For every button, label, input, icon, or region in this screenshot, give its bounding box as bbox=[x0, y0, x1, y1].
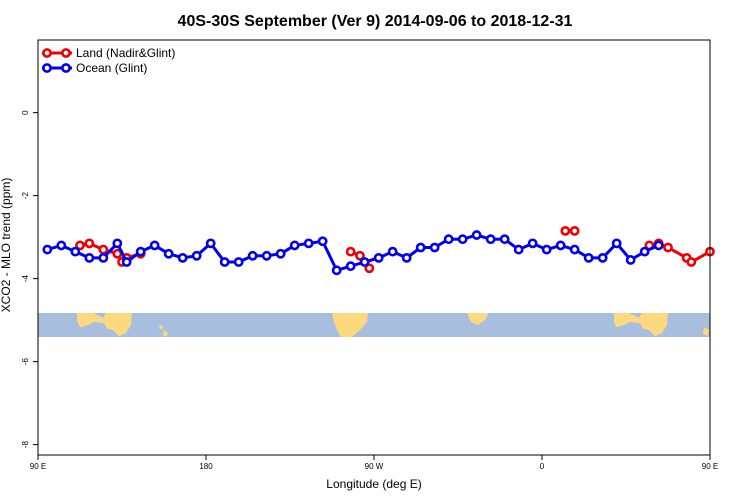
series-point bbox=[345, 261, 356, 272]
series-point bbox=[121, 257, 132, 267]
legend: Land (Nadir&Glint)Ocean (Glint) bbox=[42, 46, 175, 75]
series-point bbox=[261, 250, 272, 261]
plot-frame bbox=[37, 39, 711, 456]
series-point bbox=[583, 252, 594, 263]
x-tick-label: 90 W bbox=[365, 462, 384, 471]
x-tick-label: 90 E bbox=[702, 462, 718, 471]
series-point bbox=[415, 242, 426, 253]
x-tick-label: 90 E bbox=[30, 462, 46, 471]
x-tick-label: 180 bbox=[199, 462, 213, 471]
series-point bbox=[513, 244, 524, 255]
series-point bbox=[355, 250, 365, 261]
series-point bbox=[303, 238, 314, 249]
series-layer bbox=[42, 225, 715, 276]
series-point bbox=[686, 257, 697, 267]
legend-marker bbox=[42, 63, 52, 73]
series-point bbox=[331, 265, 342, 276]
series-point bbox=[289, 240, 300, 251]
series-point bbox=[275, 248, 286, 259]
land-africa bbox=[467, 313, 489, 325]
series-point bbox=[205, 238, 216, 249]
land-south-america bbox=[332, 313, 368, 337]
series-point bbox=[485, 234, 496, 245]
series-point bbox=[247, 250, 258, 261]
series-point bbox=[135, 246, 146, 257]
y-tick-label: -2 bbox=[21, 192, 30, 200]
series-point bbox=[84, 252, 95, 263]
series-point bbox=[364, 263, 375, 274]
legend-marker bbox=[61, 63, 71, 73]
series-point bbox=[177, 252, 188, 263]
series-point bbox=[653, 240, 664, 251]
land-australia bbox=[77, 313, 132, 336]
series-point bbox=[191, 250, 202, 261]
map-band bbox=[38, 313, 710, 337]
x-axis-label: Longitude (deg E) bbox=[326, 477, 421, 491]
chart-title: 40S-30S September (Ver 9) 2014-09-06 to … bbox=[178, 13, 573, 30]
series-point bbox=[75, 240, 85, 251]
series-point bbox=[149, 240, 160, 251]
series-point bbox=[70, 246, 81, 257]
series-point bbox=[98, 252, 109, 263]
series-point bbox=[345, 246, 356, 257]
series-point bbox=[597, 252, 608, 263]
series-point bbox=[569, 244, 580, 255]
series-point bbox=[317, 236, 328, 247]
legend-marker bbox=[42, 48, 52, 58]
series-point bbox=[457, 234, 468, 245]
series-point bbox=[42, 244, 53, 255]
y-tick-label: 0 bbox=[21, 110, 30, 115]
x-tick-label: 0 bbox=[540, 462, 545, 471]
series-point bbox=[233, 257, 244, 267]
legend-label: Land (Nadir&Glint) bbox=[76, 46, 175, 60]
ocean-band bbox=[38, 313, 710, 337]
land-australia-repeat bbox=[614, 313, 668, 336]
y-tick-label: -6 bbox=[21, 358, 30, 366]
series-line-segment bbox=[321, 240, 339, 271]
land-new-zealand-1 bbox=[159, 325, 163, 330]
series-point bbox=[401, 252, 412, 263]
series-point bbox=[569, 225, 580, 236]
y-axis-label: XCO2 - MLO trend (ppm) bbox=[0, 178, 13, 313]
series-point bbox=[663, 242, 673, 253]
legend-label: Ocean (Glint) bbox=[76, 61, 147, 75]
series-point bbox=[56, 240, 67, 251]
series-point bbox=[443, 234, 454, 245]
series-point bbox=[499, 234, 510, 245]
series-point bbox=[541, 244, 552, 255]
series-point bbox=[359, 257, 370, 267]
x-axis: 90 E 180 90 W 0 90 E bbox=[30, 455, 718, 471]
legend-marker bbox=[61, 48, 71, 58]
land-new-zealand-repeat bbox=[703, 327, 709, 336]
series-point bbox=[625, 255, 636, 265]
series-1 bbox=[42, 230, 664, 276]
series-point bbox=[219, 257, 230, 267]
series-point bbox=[555, 240, 566, 251]
series-point bbox=[527, 238, 538, 249]
series-point bbox=[163, 248, 174, 259]
series-point bbox=[611, 238, 622, 249]
y-tick-label: -4 bbox=[21, 275, 30, 283]
series-point bbox=[387, 246, 398, 257]
y-axis: 0 -2 -4 -6 -8 bbox=[21, 110, 38, 448]
series-point bbox=[429, 242, 440, 253]
land-new-zealand-2 bbox=[163, 330, 168, 337]
series-point bbox=[112, 238, 123, 249]
series-point bbox=[84, 238, 95, 249]
series-point bbox=[639, 246, 650, 257]
series-point bbox=[471, 230, 482, 240]
y-tick-label: -8 bbox=[21, 441, 30, 449]
series-point bbox=[560, 225, 571, 236]
series-point bbox=[373, 252, 384, 263]
series-point bbox=[98, 244, 109, 255]
